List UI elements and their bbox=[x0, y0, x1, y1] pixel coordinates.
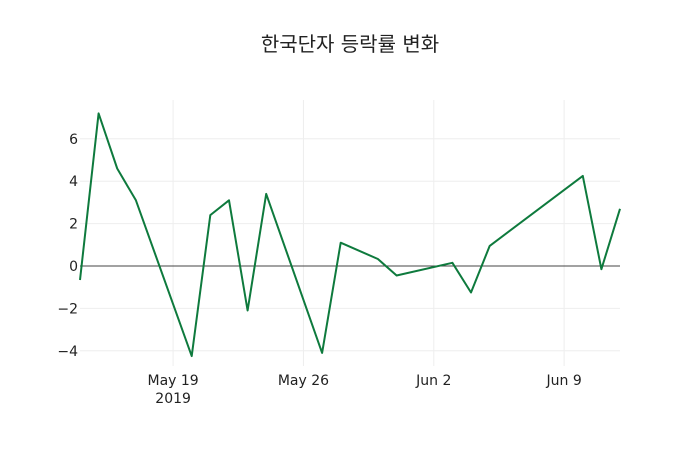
y-tick-label: 0 bbox=[69, 259, 78, 275]
y-tick-label: 4 bbox=[69, 174, 78, 190]
chart-title: 한국단자 등락률 변화 bbox=[260, 32, 440, 56]
y-tick-label: 2 bbox=[69, 217, 78, 233]
x-tick-label: Jun 2 bbox=[415, 373, 451, 389]
x-tick-year-label: 2019 bbox=[155, 391, 191, 407]
x-axis-ticks: May 19 2019 May 26 Jun 2 Jun 9 bbox=[147, 373, 581, 407]
y-tick-label: −2 bbox=[57, 301, 78, 317]
data-series bbox=[79, 112, 621, 358]
grid-lines bbox=[80, 100, 620, 366]
series-line bbox=[79, 112, 621, 358]
y-axis-ticks: −4 −2 0 2 4 6 bbox=[57, 132, 78, 360]
x-tick-label: May 19 bbox=[147, 373, 198, 389]
x-tick-label: May 26 bbox=[278, 373, 329, 389]
y-tick-label: 6 bbox=[69, 132, 78, 148]
x-tick-label: Jun 9 bbox=[546, 373, 582, 389]
y-tick-label: −4 bbox=[57, 344, 78, 360]
